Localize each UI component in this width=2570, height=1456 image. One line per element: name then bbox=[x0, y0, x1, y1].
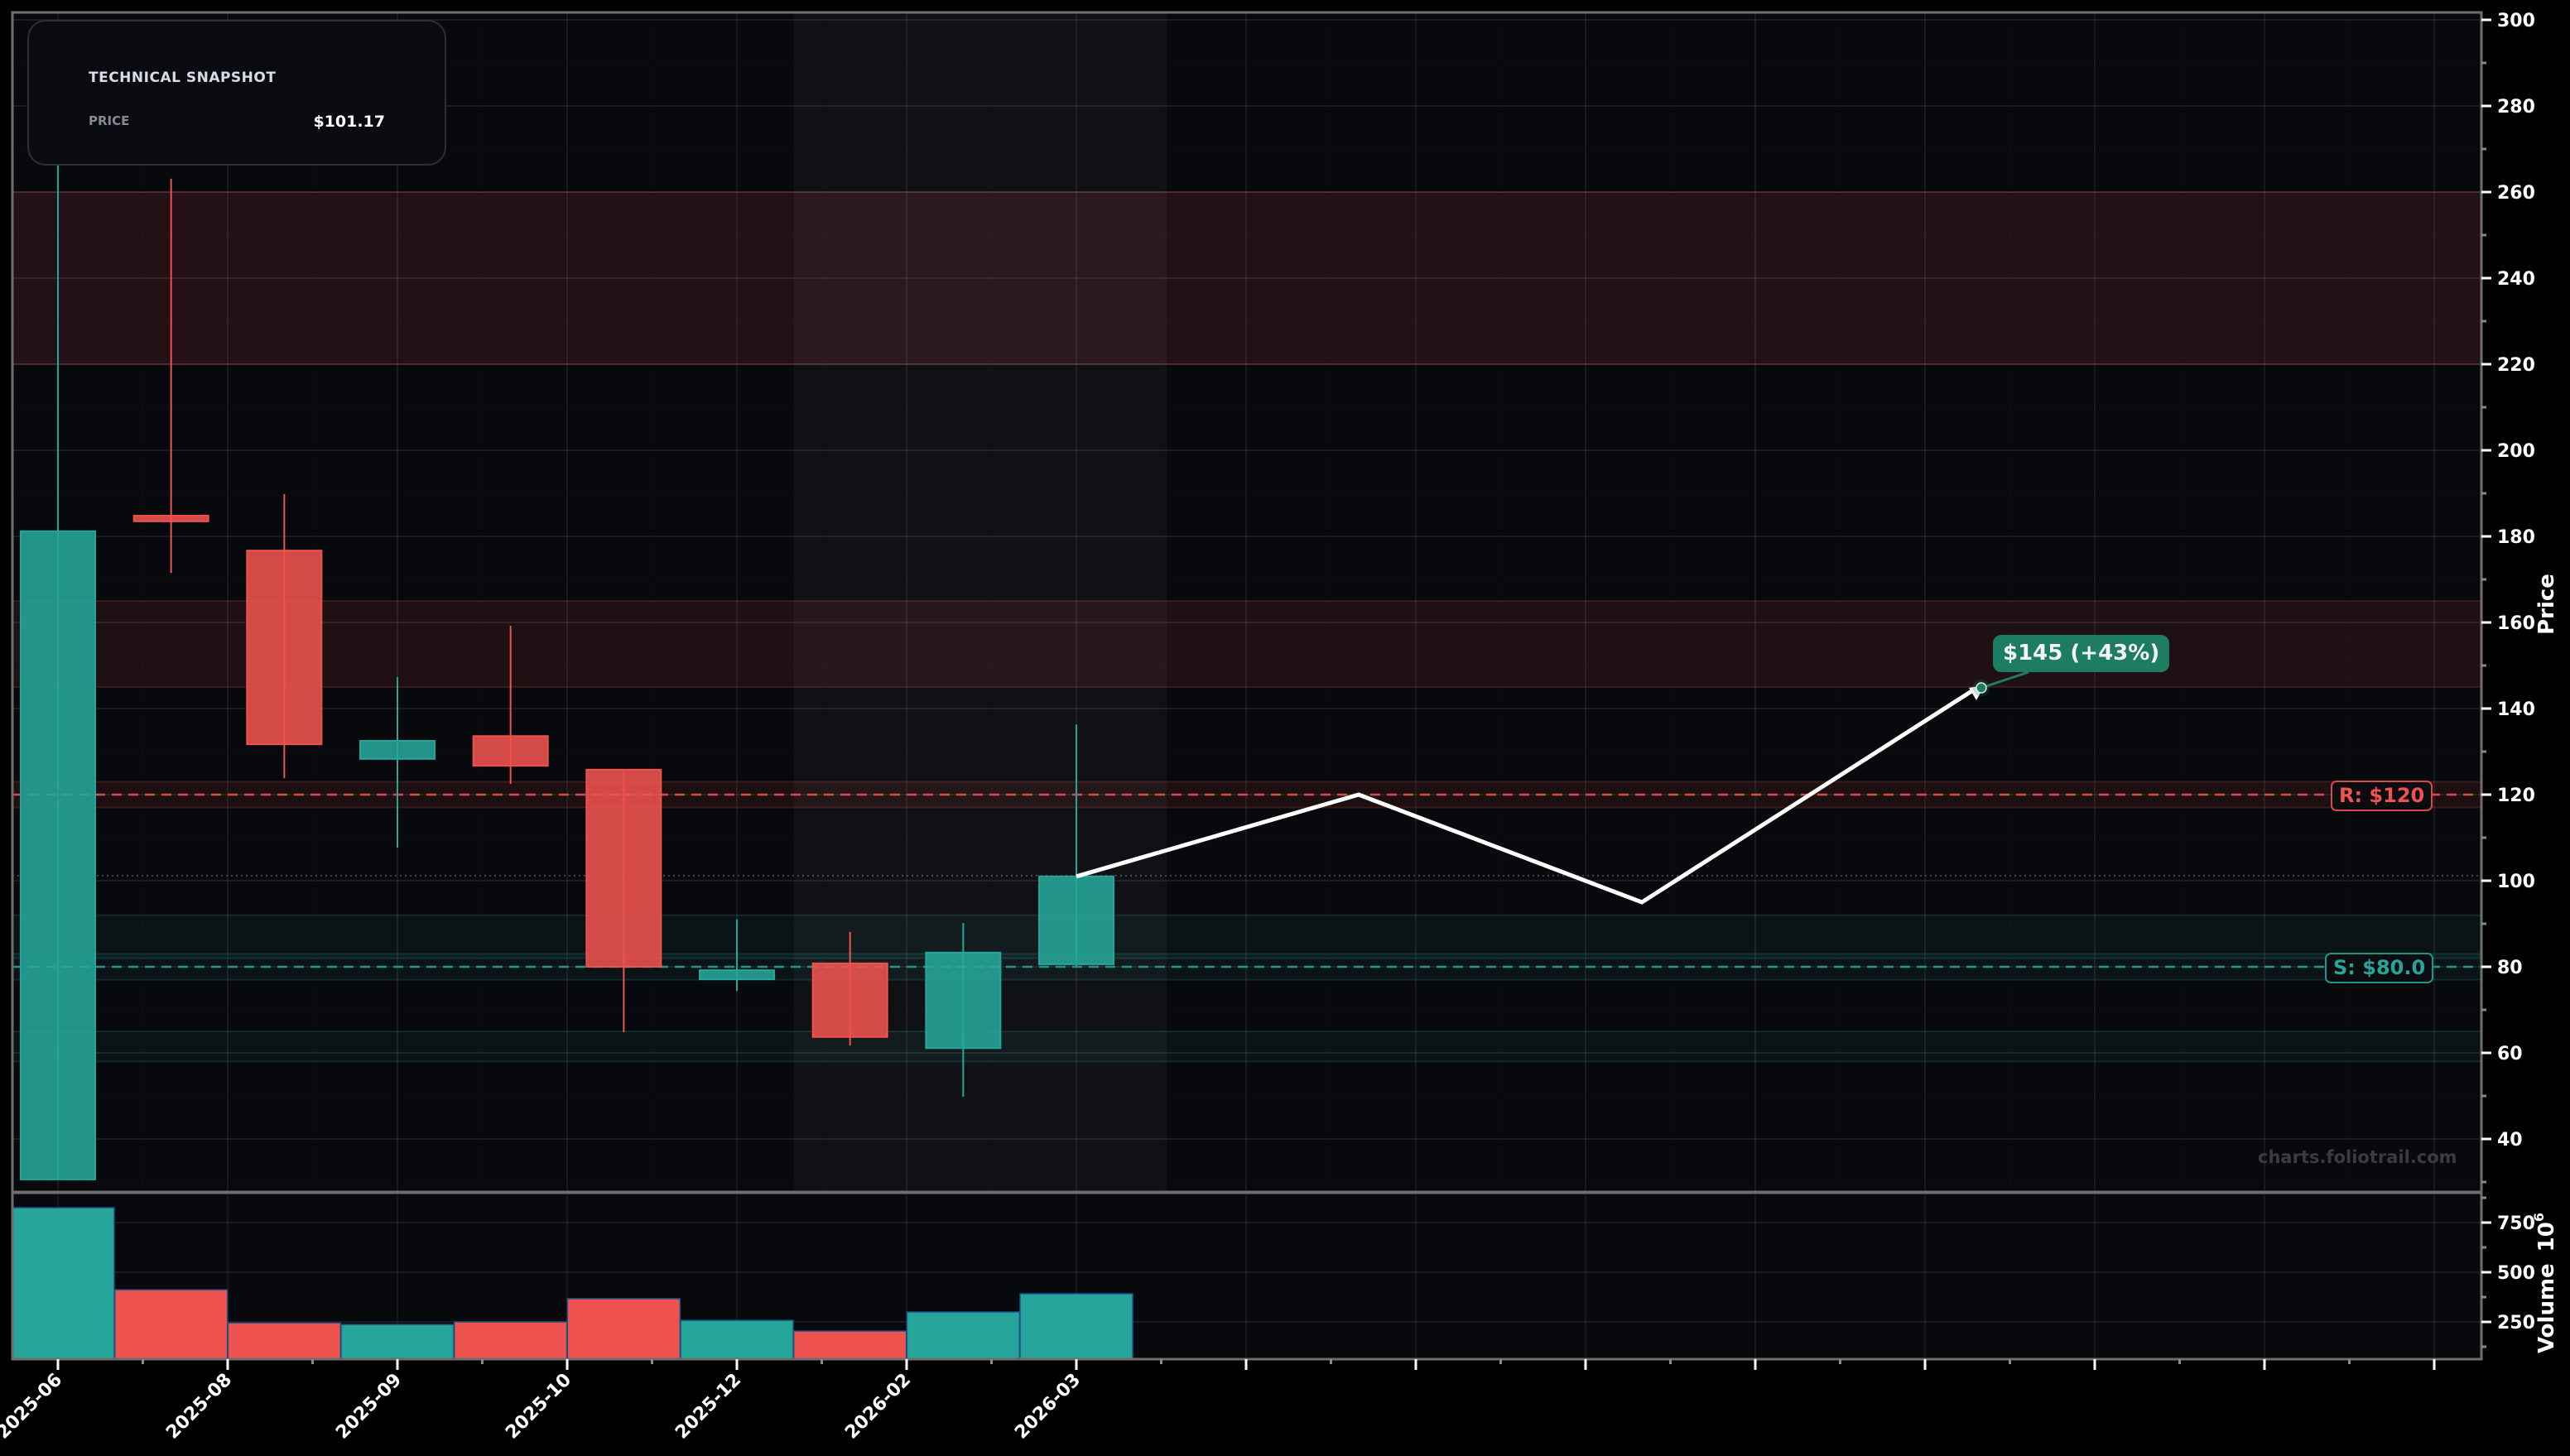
snapshot-title: TECHNICAL SNAPSHOT bbox=[89, 70, 277, 86]
snapshot-price-value: $101.17 bbox=[313, 113, 385, 131]
x-tick-label: 2026-03 bbox=[1011, 1370, 1085, 1444]
volume-bar bbox=[680, 1319, 794, 1360]
projection-line bbox=[1076, 687, 1976, 905]
bearish-candle bbox=[132, 515, 209, 522]
volume-bar bbox=[12, 1207, 115, 1360]
volume-bar bbox=[340, 1324, 455, 1360]
volume-bar bbox=[453, 1321, 568, 1360]
projection-connector bbox=[1980, 670, 2029, 690]
volume-axis: 250 500 750 bbox=[2481, 1196, 2535, 1348]
volume-tick-label: 750 bbox=[2497, 1213, 2535, 1234]
support-zone bbox=[12, 1031, 2482, 1063]
technical-snapshot-panel: TECHNICAL SNAPSHOT PRICE $101.17 bbox=[27, 20, 446, 166]
projection-path bbox=[1076, 670, 2029, 905]
bullish-candle bbox=[1038, 875, 1115, 965]
volume-axis-title: Volume106 bbox=[2531, 1213, 2559, 1353]
resistance-zone bbox=[12, 191, 2482, 365]
support-zone bbox=[12, 914, 2482, 959]
bearish-candle bbox=[472, 735, 549, 767]
volume-bar bbox=[227, 1322, 342, 1360]
candles bbox=[20, 24, 1115, 1180]
bearish-candle bbox=[585, 768, 662, 968]
y-tick-label: 60 bbox=[2497, 1044, 2523, 1064]
volume-bar bbox=[906, 1311, 1021, 1360]
time-axis: 2025-06 2025-08 2025-09 2025-10 2025-12 2026-… bbox=[0, 1359, 2436, 1444]
x-tick-label: 2026-02 bbox=[841, 1370, 915, 1444]
bullish-candle bbox=[925, 951, 1002, 1050]
y-tick-label: 40 bbox=[2497, 1130, 2523, 1151]
y-tick-label: 140 bbox=[2497, 699, 2535, 720]
volume-bar bbox=[113, 1289, 229, 1360]
bullish-candle bbox=[359, 740, 436, 760]
x-tick-label: 2025-12 bbox=[671, 1370, 745, 1444]
price-axis: 40 60 80 100 120 140 160 180 200 220 240 260 280 300 bbox=[2481, 11, 2535, 1184]
y-tick-label: 260 bbox=[2497, 183, 2535, 204]
y-tick-label: 120 bbox=[2497, 786, 2535, 806]
volume-bar bbox=[1019, 1293, 1133, 1360]
volume-tick-label: 250 bbox=[2497, 1313, 2535, 1333]
volume-tick-label: 500 bbox=[2497, 1263, 2535, 1284]
level-lines bbox=[12, 793, 2481, 968]
bullish-candle bbox=[699, 969, 776, 981]
svg-text:Volume106: Volume106 bbox=[2531, 1213, 2559, 1353]
y-tick-label: 280 bbox=[2497, 97, 2535, 118]
y-tick-label: 100 bbox=[2497, 872, 2535, 892]
projection-target-label: $145 (+43%) bbox=[1993, 635, 2170, 672]
bearish-candle bbox=[811, 962, 888, 1038]
y-tick-label: 180 bbox=[2497, 527, 2535, 548]
x-tick-label: 2025-09 bbox=[332, 1370, 406, 1444]
support-label: S: $80.0 bbox=[2325, 953, 2434, 983]
volume-bars bbox=[12, 1207, 1133, 1360]
resistance-label: R: $120 bbox=[2331, 781, 2433, 811]
y-tick-label: 300 bbox=[2497, 11, 2535, 31]
y-tick-label: 200 bbox=[2497, 441, 2535, 462]
x-tick-label: 2025-06 bbox=[0, 1370, 66, 1444]
price-axis-title: Price bbox=[2534, 574, 2559, 635]
bullish-candle bbox=[20, 530, 96, 1180]
volume-bar bbox=[566, 1298, 681, 1360]
y-tick-label: 80 bbox=[2497, 958, 2523, 978]
watermark: charts.foliotrail.com bbox=[2258, 1147, 2457, 1167]
x-tick-label: 2025-08 bbox=[162, 1370, 236, 1444]
bearish-candle bbox=[246, 550, 323, 746]
volume-grid-lines bbox=[12, 1193, 2481, 1359]
y-tick-label: 220 bbox=[2497, 355, 2535, 376]
y-tick-label: 160 bbox=[2497, 613, 2535, 634]
x-tick-label: 2025-10 bbox=[502, 1370, 575, 1444]
price-pane bbox=[12, 12, 2481, 1192]
target-marker bbox=[1976, 682, 1987, 694]
y-tick-label: 240 bbox=[2497, 269, 2535, 290]
volume-bar bbox=[792, 1330, 907, 1360]
snapshot-price-label: PRICE bbox=[89, 113, 130, 128]
